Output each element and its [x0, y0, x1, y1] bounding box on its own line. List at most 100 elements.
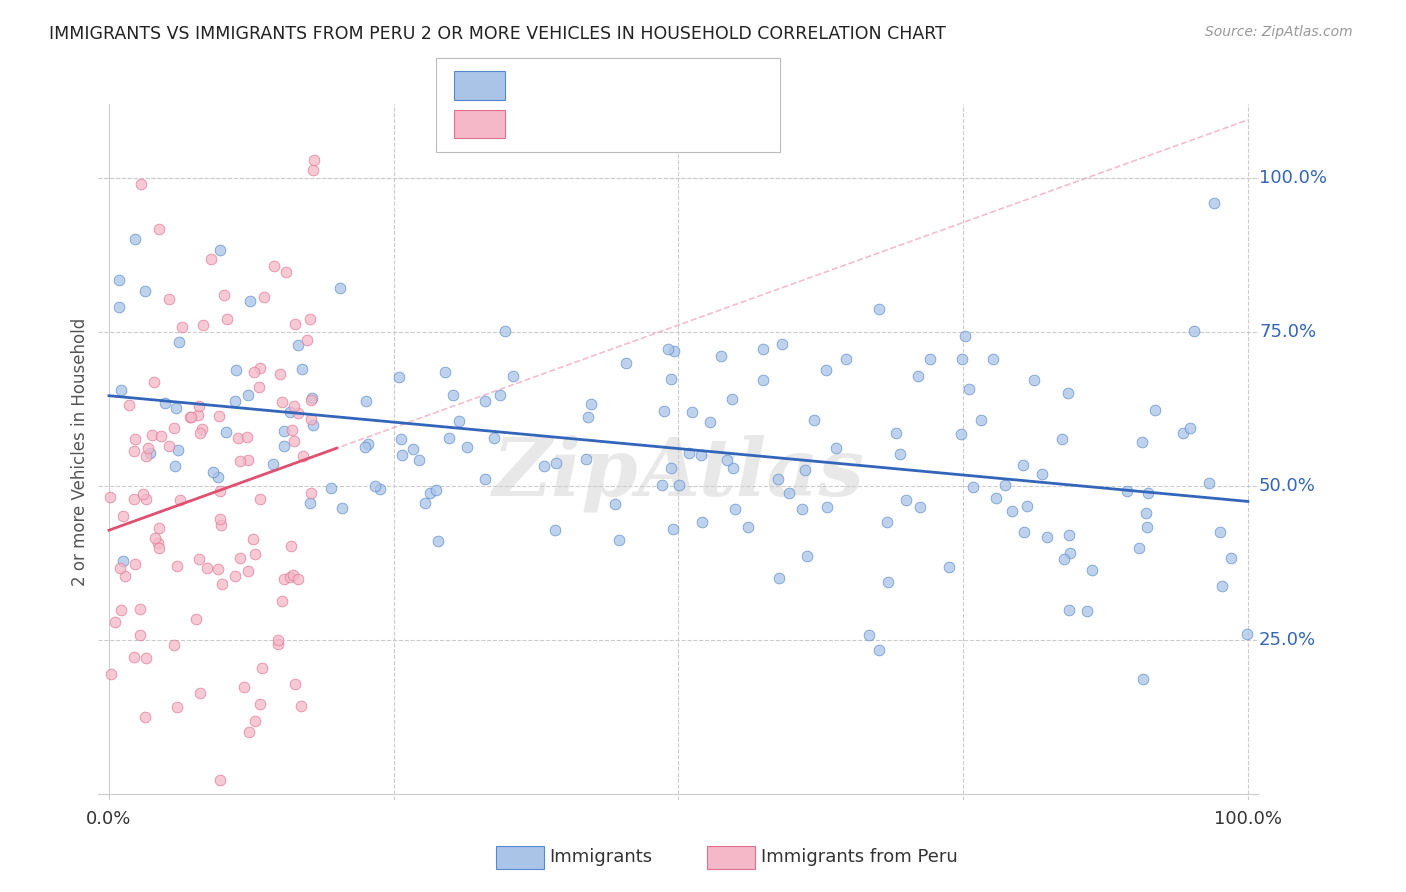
- Point: [1132, 673, 1154, 687]
- Point: [299, 311, 322, 326]
- Point: [388, 370, 411, 384]
- Point: [141, 427, 163, 442]
- Point: [1012, 525, 1035, 540]
- Point: [110, 383, 132, 397]
- Point: [1136, 520, 1159, 534]
- Point: [249, 491, 271, 506]
- Point: [148, 221, 170, 235]
- Point: [957, 382, 980, 396]
- Point: [128, 628, 150, 642]
- Point: [247, 380, 270, 394]
- Point: [236, 564, 259, 578]
- Point: [242, 532, 264, 546]
- Point: [662, 344, 685, 359]
- Point: [1236, 627, 1258, 641]
- Point: [576, 410, 599, 425]
- Text: Immigrants from Peru: Immigrants from Peru: [761, 848, 957, 866]
- Point: [166, 558, 188, 573]
- Point: [907, 369, 929, 384]
- Point: [1076, 604, 1098, 618]
- Point: [402, 442, 425, 457]
- Point: [135, 651, 157, 665]
- Point: [1178, 421, 1201, 435]
- Point: [938, 559, 960, 574]
- Point: [284, 317, 307, 331]
- Point: [332, 500, 354, 515]
- Point: [104, 615, 127, 629]
- Point: [1001, 504, 1024, 518]
- Point: [364, 479, 387, 493]
- Point: [271, 594, 294, 608]
- Point: [778, 486, 800, 500]
- Point: [668, 478, 690, 492]
- Point: [191, 318, 214, 332]
- Text: ZipAtlas: ZipAtlas: [492, 434, 865, 512]
- Point: [790, 501, 813, 516]
- Point: [226, 431, 249, 445]
- Point: [425, 483, 447, 497]
- Point: [815, 500, 838, 514]
- Point: [224, 394, 246, 409]
- Point: [207, 470, 229, 484]
- Point: [187, 409, 209, 423]
- Point: [770, 337, 793, 351]
- Point: [124, 557, 146, 571]
- Point: [209, 518, 232, 533]
- Point: [155, 395, 177, 409]
- Point: [652, 404, 675, 418]
- Point: [269, 367, 291, 381]
- Point: [690, 515, 713, 529]
- Point: [1059, 546, 1081, 560]
- Point: [124, 433, 146, 447]
- Point: [207, 562, 229, 576]
- Point: [1056, 385, 1078, 400]
- Point: [858, 628, 880, 642]
- Point: [877, 574, 900, 589]
- Point: [135, 450, 157, 464]
- Point: [165, 458, 187, 473]
- Point: [298, 496, 321, 510]
- Point: [319, 481, 342, 495]
- Point: [290, 698, 312, 713]
- Point: [441, 388, 464, 402]
- Point: [950, 427, 973, 442]
- Point: [793, 463, 815, 477]
- Point: [273, 572, 295, 586]
- Point: [1182, 324, 1205, 338]
- Point: [100, 490, 122, 504]
- Point: [868, 302, 890, 317]
- Point: [229, 551, 252, 566]
- Point: [134, 284, 156, 298]
- Point: [605, 497, 627, 511]
- Text: 100.0%: 100.0%: [1258, 169, 1327, 187]
- Point: [302, 153, 325, 167]
- Point: [1209, 524, 1232, 539]
- Point: [180, 409, 202, 424]
- Point: [894, 493, 917, 508]
- Point: [889, 447, 911, 461]
- Point: [179, 410, 201, 425]
- Point: [124, 491, 146, 506]
- Point: [766, 472, 789, 486]
- Point: [681, 405, 703, 419]
- Point: [129, 178, 152, 192]
- Point: [163, 639, 186, 653]
- Text: 50.0%: 50.0%: [1258, 477, 1316, 495]
- Point: [737, 520, 759, 534]
- Point: [108, 561, 131, 575]
- Point: [955, 328, 977, 343]
- Point: [215, 425, 238, 440]
- Point: [201, 465, 224, 479]
- Point: [1135, 506, 1157, 520]
- Point: [236, 387, 259, 401]
- Point: [191, 422, 214, 436]
- Point: [243, 365, 266, 379]
- Point: [249, 697, 271, 711]
- Point: [876, 515, 898, 529]
- Point: [419, 485, 441, 500]
- Point: [129, 602, 152, 616]
- Point: [195, 560, 218, 574]
- Point: [474, 393, 496, 408]
- Point: [752, 373, 775, 387]
- Point: [283, 434, 305, 449]
